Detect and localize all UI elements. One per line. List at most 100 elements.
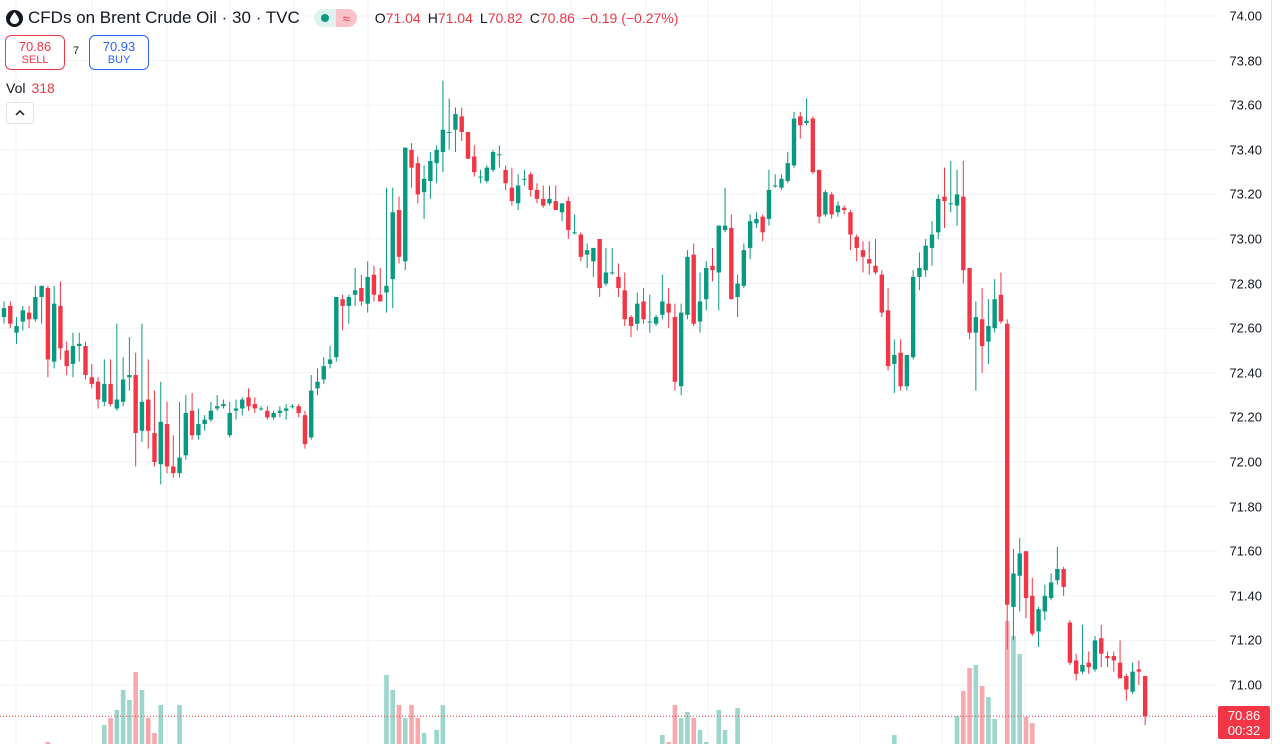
candle-body xyxy=(653,317,659,324)
volume-bar xyxy=(390,689,396,744)
candle xyxy=(735,274,740,318)
candle xyxy=(497,145,502,168)
candle-body xyxy=(835,205,841,213)
candle xyxy=(729,214,734,300)
candle-body xyxy=(152,433,157,462)
price-tick-label: 72.20 xyxy=(1229,409,1262,425)
candle xyxy=(8,301,13,329)
candle-body xyxy=(534,189,540,199)
candle-body xyxy=(58,305,63,349)
candle xyxy=(603,247,609,286)
symbol-title[interactable]: CFDs on Brent Crude Oil · 30 · TVC xyxy=(28,8,300,27)
candle xyxy=(885,288,891,371)
oil-drop-icon xyxy=(6,9,23,27)
candle xyxy=(327,346,333,369)
candle xyxy=(1011,548,1016,641)
candle xyxy=(1092,635,1098,672)
candle xyxy=(127,337,132,391)
low-label: L xyxy=(479,10,488,26)
price-tick-label: 72.80 xyxy=(1229,276,1262,292)
candle-body xyxy=(647,321,653,323)
candle-body xyxy=(967,267,972,333)
volume-bar xyxy=(992,718,997,744)
candle-body xyxy=(189,410,195,436)
volume-bar xyxy=(415,717,421,744)
candle xyxy=(70,332,76,378)
volume-bar xyxy=(45,741,51,744)
sell-button[interactable]: 70.86 SELL xyxy=(5,35,65,70)
candle-body xyxy=(415,163,421,195)
candle-body xyxy=(1142,676,1148,717)
candle xyxy=(584,243,590,268)
volume-bar xyxy=(120,689,126,744)
candle-body xyxy=(283,408,289,411)
candle-body xyxy=(252,404,257,409)
candle xyxy=(1099,624,1104,668)
volume-bar xyxy=(1017,653,1023,744)
candlestick-chart[interactable] xyxy=(0,0,1218,744)
candle xyxy=(33,285,38,322)
sell-label: SELL xyxy=(21,54,49,66)
volume-bar xyxy=(703,742,709,744)
candle xyxy=(346,294,352,324)
candle xyxy=(635,292,640,331)
volume-bar xyxy=(139,689,145,744)
candle xyxy=(791,111,797,168)
candle xyxy=(221,399,226,409)
collapse-legend-button[interactable] xyxy=(6,102,34,124)
candle-body xyxy=(77,343,82,347)
price-tick-label: 73.80 xyxy=(1229,53,1262,69)
buy-button[interactable]: 70.93 BUY xyxy=(89,35,149,70)
price-tick-label: 73.20 xyxy=(1229,186,1262,202)
candle xyxy=(77,332,82,362)
candle-body xyxy=(302,415,308,445)
candle xyxy=(428,152,433,199)
candle xyxy=(446,98,452,150)
price-tick-label: 71.20 xyxy=(1229,632,1262,648)
candle xyxy=(296,404,301,418)
candle xyxy=(848,210,853,251)
candle-body xyxy=(83,346,88,376)
candle-body xyxy=(873,265,878,273)
volume-bar xyxy=(973,664,979,744)
volume-bar xyxy=(402,717,408,744)
candle-body xyxy=(678,312,684,387)
candle-body xyxy=(196,424,201,436)
volume-legend: Vol 318 xyxy=(6,80,55,96)
candle xyxy=(146,359,151,449)
volume-bar xyxy=(666,742,671,744)
candle-body xyxy=(735,283,740,297)
candle-body xyxy=(309,390,314,438)
candle-body xyxy=(421,178,427,193)
candle xyxy=(666,288,671,329)
candle xyxy=(917,252,922,291)
market-status-pill[interactable]: ≈ xyxy=(313,9,357,27)
candle-body xyxy=(1080,664,1085,672)
close-label: C xyxy=(529,10,540,26)
candle xyxy=(503,165,508,190)
price-tick-label: 72.40 xyxy=(1229,365,1262,381)
candle-body xyxy=(202,419,207,425)
candle xyxy=(183,395,189,460)
candle-body xyxy=(848,212,853,235)
candle xyxy=(961,160,966,284)
price-axis[interactable]: 74.00 73.80 73.60 73.40 73.20 73.00 72.80 72.60… xyxy=(1218,0,1270,744)
candle xyxy=(578,232,584,262)
candle-body xyxy=(929,234,935,248)
candle-body xyxy=(522,178,527,180)
close-value: 70.86 xyxy=(539,10,575,26)
volume-bar xyxy=(421,732,427,744)
volume-bar xyxy=(1023,716,1029,744)
candle xyxy=(541,185,546,208)
candle-body xyxy=(497,154,502,156)
candle-body xyxy=(672,317,678,382)
candle xyxy=(986,299,991,364)
candle-body xyxy=(798,116,803,126)
candle-body xyxy=(227,412,232,436)
candle-body xyxy=(127,375,132,378)
candle-body xyxy=(559,203,565,213)
grid-lines xyxy=(0,0,1218,744)
candle xyxy=(1067,620,1073,665)
candle-body xyxy=(660,301,665,315)
volume-bar xyxy=(434,729,439,744)
